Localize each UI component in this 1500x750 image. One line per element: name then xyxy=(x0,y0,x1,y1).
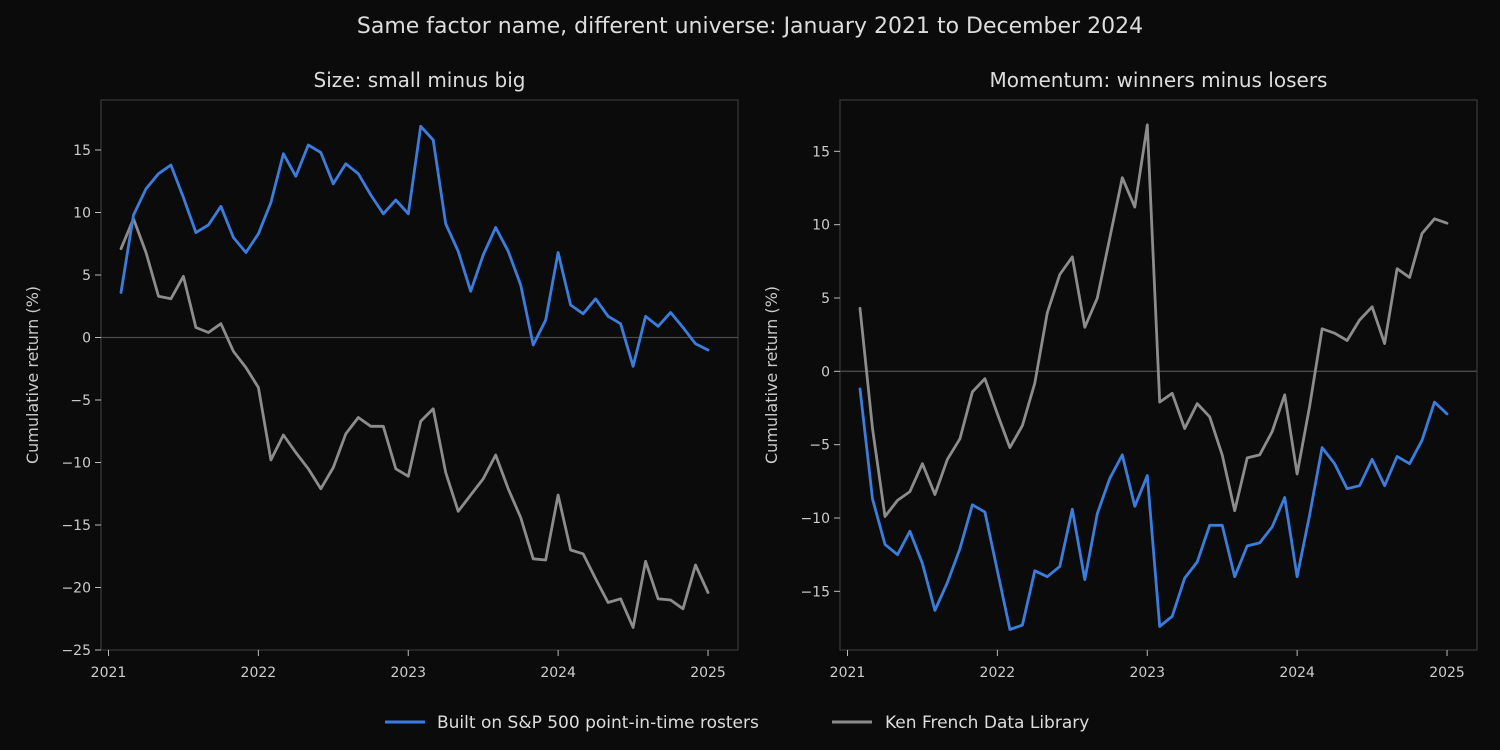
momentum-y-tick-label: −10 xyxy=(800,511,830,527)
legend-label-ken-french: Ken French Data Library xyxy=(885,713,1089,733)
momentum-y-tick-label: −5 xyxy=(809,438,830,454)
size-plot-area xyxy=(100,99,739,651)
size-chart-title: Size: small minus big xyxy=(314,68,526,92)
momentum-y-tick-label: 15 xyxy=(812,144,830,160)
momentum-x-tick-label: 2023 xyxy=(1129,665,1165,681)
momentum-chart-panel: Momentum: winners minus losers Cumulative… xyxy=(762,68,1478,681)
size-series-line-sp500 xyxy=(119,124,710,368)
size-x-tick-label: 2022 xyxy=(241,665,277,681)
momentum-y-axis-label: Cumulative return (%) xyxy=(762,286,781,464)
size-x-tick-label: 2021 xyxy=(91,665,127,681)
momentum-series-line-sp500 xyxy=(858,387,1449,631)
momentum-y-tick-label: 10 xyxy=(812,218,830,234)
size-chart-panel: Size: small minus big Cumulative return (… xyxy=(23,68,739,681)
size-x-tick-label: 2023 xyxy=(390,665,426,681)
momentum-x-tick-label: 2025 xyxy=(1429,665,1465,681)
momentum-y-tick-label: −15 xyxy=(800,584,830,600)
momentum-x-tick-label: 2021 xyxy=(830,665,866,681)
momentum-y-tick-label: 5 xyxy=(821,291,830,307)
size-y-tick-label: 0 xyxy=(82,331,91,347)
size-y-tick-label: −20 xyxy=(61,581,91,597)
momentum-y-tick-label: 0 xyxy=(821,364,830,380)
size-y-tick-label: −10 xyxy=(61,456,91,472)
size-y-tick-label: 15 xyxy=(73,143,91,159)
size-y-tick-label: −5 xyxy=(70,393,91,409)
momentum-series-line-ken-french xyxy=(858,123,1449,518)
size-y-tick-label: 10 xyxy=(73,206,91,222)
momentum-x-tick-label: 2024 xyxy=(1279,665,1315,681)
figure-title: Same factor name, different universe: Ja… xyxy=(357,14,1143,39)
momentum-x-tick-label: 2022 xyxy=(980,665,1016,681)
legend-label-sp500: Built on S&P 500 point-in-time rosters xyxy=(437,713,759,733)
size-x-tick-label: 2025 xyxy=(690,665,726,681)
size-series-line-ken-french xyxy=(119,217,710,629)
momentum-chart-title: Momentum: winners minus losers xyxy=(990,68,1328,92)
size-y-axis-label: Cumulative return (%) xyxy=(23,286,42,464)
size-y-tick-label: −15 xyxy=(61,518,91,534)
size-x-tick-label: 2024 xyxy=(540,665,576,681)
legend: Built on S&P 500 point-in-time rosters K… xyxy=(385,713,1089,733)
size-y-tick-label: −25 xyxy=(61,643,91,659)
size-y-tick-label: 5 xyxy=(82,268,91,284)
